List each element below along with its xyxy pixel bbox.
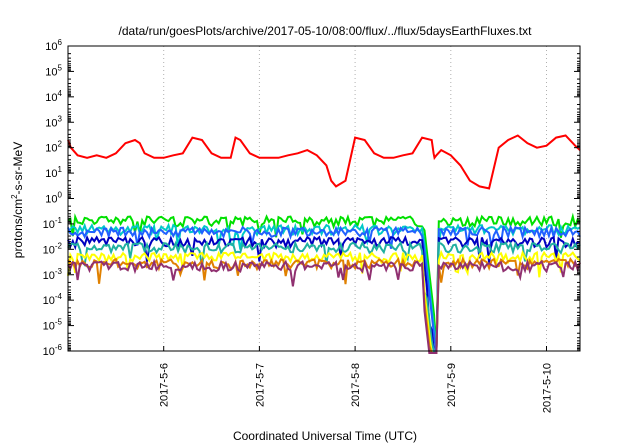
series-group — [67, 134, 581, 354]
series-line-6 — [67, 240, 581, 354]
y-tick-label: 103 — [45, 114, 62, 129]
y-tick-label: 10-1 — [43, 216, 63, 231]
chart-title: /data/run/goesPlots/archive/2017-05-10/0… — [119, 24, 533, 38]
y-tick-label: 10-6 — [43, 343, 63, 358]
series-line-2 — [67, 212, 581, 354]
y-tick-label: 104 — [45, 89, 62, 104]
y-tick-label: 105 — [45, 63, 62, 78]
y-axis: 106 105 104 103 102 101 100 10-1 10-2 10-3 10-4 10-… — [43, 38, 580, 358]
series-line-8 — [67, 256, 581, 354]
y-tick-label: 10-3 — [43, 267, 63, 282]
y-tick-label: 10-5 — [43, 318, 63, 333]
x-tick-label: 2017-5-8 — [350, 363, 362, 407]
y-tick-label: 10-4 — [43, 292, 63, 307]
plot-frame — [67, 45, 581, 352]
x-tick-label: 2017-5-10 — [542, 363, 554, 413]
y-tick-label: 101 — [45, 165, 62, 180]
y-tick-label: 100 — [45, 191, 62, 206]
x-tick-label: 2017-5-6 — [159, 363, 171, 407]
x-axis-label: Coordinated Universal Time (UTC) — [233, 429, 417, 443]
series-line-3 — [67, 222, 581, 354]
grid-lines — [163, 46, 548, 351]
series-line-1 — [67, 134, 581, 190]
x-tick-label: 2017-5-9 — [446, 363, 458, 407]
series-line-9 — [67, 258, 581, 354]
y-tick-label: 10-2 — [43, 241, 63, 256]
x-axis: 2017-5-6 2017-5-7 2017-5-8 2017-5-9 2017-5-1… — [159, 346, 554, 413]
x-tick-label: 2017-5-7 — [254, 363, 266, 407]
series-line-5 — [67, 234, 581, 354]
series-line-7 — [67, 249, 581, 354]
y-tick-label: 106 — [45, 38, 62, 53]
series-line-4 — [67, 224, 581, 354]
y-axis-label: protons/cm2-s-sr-MeV — [10, 142, 25, 258]
y-tick-label: 102 — [45, 140, 62, 155]
